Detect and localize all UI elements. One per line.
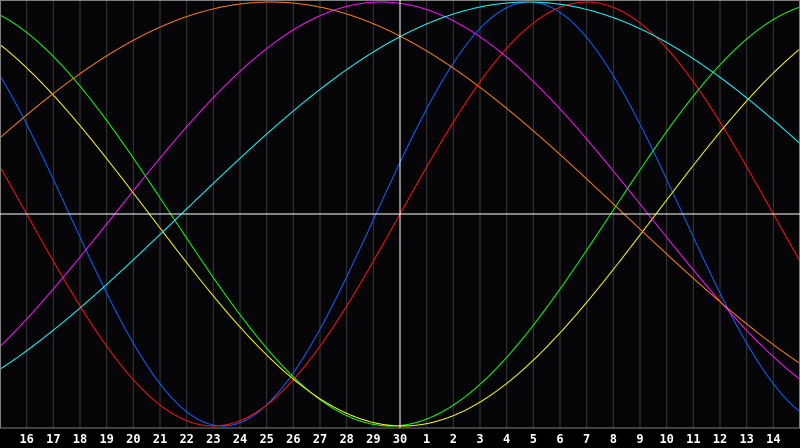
x-tick-label: 12 <box>713 432 727 446</box>
x-tick-label: 8 <box>610 432 617 446</box>
x-tick-label: 10 <box>659 432 673 446</box>
x-tick-label: 28 <box>339 432 353 446</box>
x-tick-labels: 16 17 18 19 20 21 22 23 24 25 26 27 28 29 30 1 2 3 4 5 6 7 8 9 1… <box>19 432 780 446</box>
x-tick-label: 6 <box>556 432 563 446</box>
x-tick-label: 23 <box>206 432 220 446</box>
x-tick-label: 9 <box>636 432 643 446</box>
x-tick-label: 13 <box>739 432 753 446</box>
x-tick-label: 26 <box>286 432 300 446</box>
x-tick-label: 3 <box>476 432 483 446</box>
x-tick-label: 18 <box>73 432 87 446</box>
x-tick-label: 20 <box>126 432 140 446</box>
x-tick-label: 5 <box>530 432 537 446</box>
x-tick-label: 11 <box>686 432 700 446</box>
x-tick-label: 14 <box>766 432 780 446</box>
x-tick-label: 17 <box>46 432 60 446</box>
x-tick-label: 19 <box>99 432 113 446</box>
x-tick-label: 1 <box>423 432 430 446</box>
x-tick-label: 16 <box>19 432 33 446</box>
x-tick-label: 29 <box>366 432 380 446</box>
x-tick-label: 7 <box>583 432 590 446</box>
x-tick-label: 24 <box>233 432 247 446</box>
x-tick-label: 2 <box>450 432 457 446</box>
x-tick-label: 22 <box>179 432 193 446</box>
x-tick-label: 21 <box>153 432 167 446</box>
x-tick-label: 25 <box>259 432 273 446</box>
x-tick-label: 4 <box>503 432 510 446</box>
x-tick-label: 27 <box>313 432 327 446</box>
x-tick-label: 30 <box>393 432 407 446</box>
